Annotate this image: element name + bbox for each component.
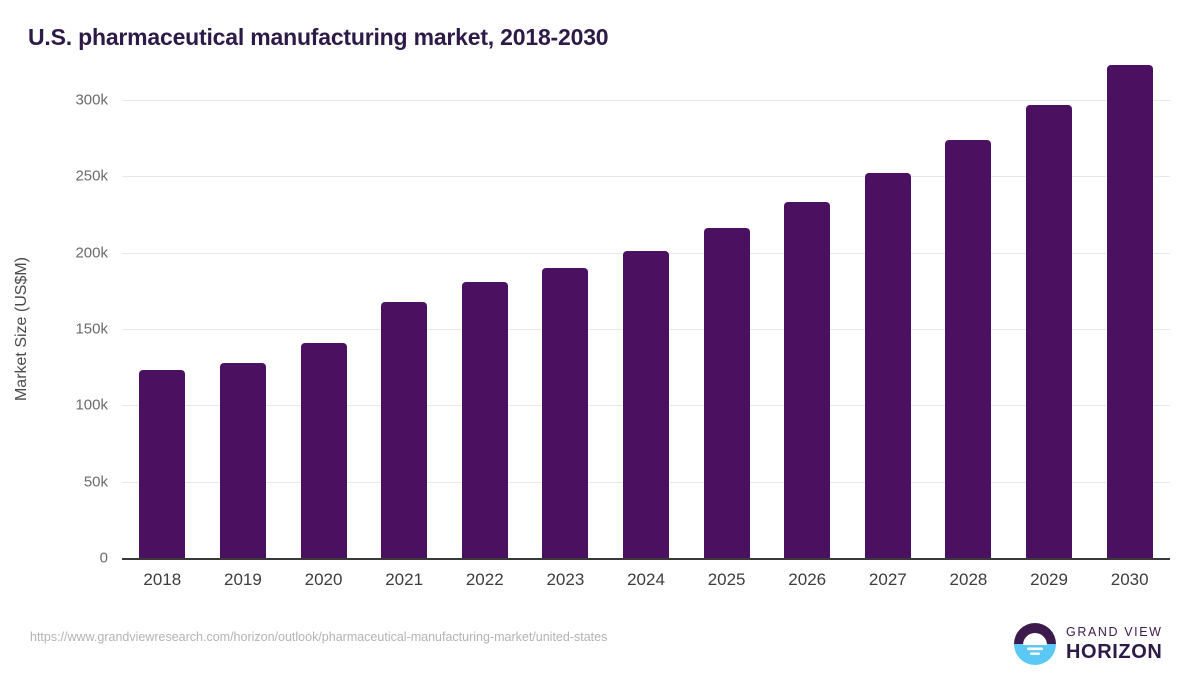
x-axis-tick-label: 2023 — [546, 570, 585, 589]
x-axis-tick-label: 2026 — [788, 570, 827, 589]
brand-logo: GRAND VIEW HORIZON — [1013, 620, 1173, 668]
x-axis-tick-label: 2018 — [143, 570, 182, 589]
gridline — [122, 100, 1170, 101]
y-axis-tick-label: 100k — [75, 396, 108, 414]
bar[interactable] — [864, 173, 911, 558]
y-axis-title: Market Size (US$M) — [13, 256, 30, 402]
y-axis-tick-label: 0 — [99, 549, 108, 567]
x-axis-tick-label: 2019 — [224, 570, 262, 589]
bar[interactable] — [945, 139, 992, 558]
bar[interactable] — [784, 202, 831, 558]
source-url[interactable]: https://www.grandviewresearch.com/horizo… — [30, 630, 608, 644]
logo-line-horizon: HORIZON — [1066, 640, 1163, 663]
chart-title: U.S. pharmaceutical manufacturing market… — [28, 24, 609, 50]
bar[interactable] — [300, 342, 347, 558]
y-axis-tick-label: 300k — [75, 91, 108, 109]
bar[interactable] — [1106, 64, 1153, 558]
x-axis-tick-label: 2028 — [949, 570, 988, 589]
x-axis-line — [122, 558, 1170, 560]
y-axis-tick-label: 250k — [75, 167, 108, 185]
gridline — [122, 176, 1170, 178]
bar[interactable] — [1026, 104, 1073, 558]
x-axis-tick-label: 2027 — [868, 570, 907, 589]
bar[interactable] — [381, 301, 428, 558]
x-axis-tick-label: 2024 — [627, 570, 665, 589]
bar[interactable] — [623, 251, 669, 558]
bar[interactable] — [139, 370, 186, 558]
x-axis-tick-label: 2022 — [465, 570, 504, 589]
x-axis-tick-label: 2030 — [1110, 570, 1149, 589]
plot-area — [122, 64, 1170, 558]
x-axis-tick-label: 2020 — [304, 570, 343, 589]
bar[interactable] — [703, 228, 750, 558]
bar[interactable] — [542, 267, 589, 558]
x-axis-tick-label: 2021 — [385, 570, 424, 589]
y-axis-tick-label: 200k — [75, 244, 108, 262]
logo-text: GRAND VIEW HORIZON — [1066, 626, 1163, 662]
x-axis-tick-label: 2029 — [1030, 570, 1068, 589]
logo-line-grand-view: GRAND VIEW — [1066, 625, 1163, 640]
y-axis-tick-label: 150k — [75, 320, 108, 338]
grand-view-horizon-logo-icon — [1014, 623, 1056, 665]
y-axis-tick-label: 50k — [83, 473, 108, 491]
x-axis-tick-label: 2025 — [707, 570, 746, 589]
bar[interactable] — [461, 281, 508, 558]
bar[interactable] — [219, 362, 266, 558]
